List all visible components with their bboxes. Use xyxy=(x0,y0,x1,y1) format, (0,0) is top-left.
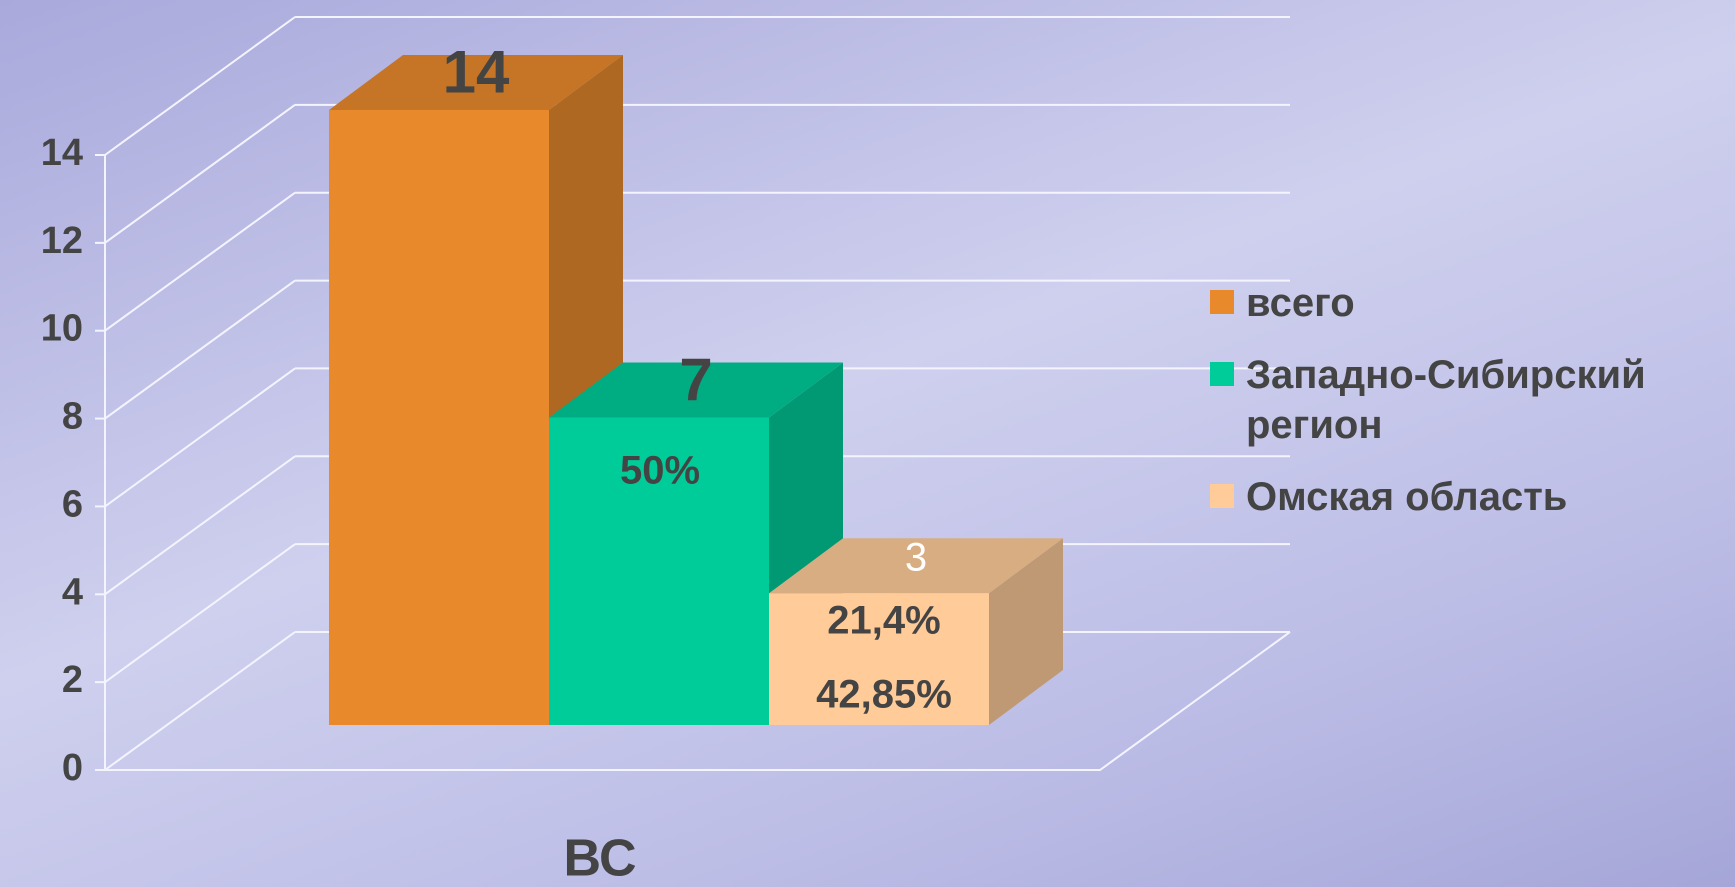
grid-line xyxy=(104,631,296,771)
bar xyxy=(329,110,549,725)
legend-swatch xyxy=(1210,362,1234,386)
data-label: 7 xyxy=(679,346,712,413)
bar-side xyxy=(989,538,1063,725)
x-tick-label: ВС xyxy=(563,830,636,887)
y-tick-label: 10 xyxy=(41,308,83,350)
bar xyxy=(769,593,989,725)
legend-swatch xyxy=(1210,484,1234,508)
annotation: 50% xyxy=(620,449,700,493)
data-label: 14 xyxy=(443,38,510,105)
legend-label: Западно-Сибирский регион xyxy=(1246,353,1646,447)
grid-line xyxy=(104,191,296,332)
legend-label: всего xyxy=(1246,281,1355,325)
grid-line xyxy=(104,543,296,683)
y-tick-label: 12 xyxy=(41,220,83,262)
bar xyxy=(549,417,769,725)
y-tick-label: 8 xyxy=(62,396,83,438)
bar-top xyxy=(329,55,623,110)
grid-line xyxy=(104,279,296,420)
annotation: 42,85% xyxy=(816,673,952,717)
y-tick-label: 6 xyxy=(62,483,83,525)
legend-item: Западно-Сибирский регион xyxy=(1210,350,1730,450)
bar-top xyxy=(769,538,1063,594)
y-tick-label: 14 xyxy=(41,132,83,174)
grid-line xyxy=(104,16,296,156)
y-tick-label: 4 xyxy=(62,571,83,613)
y-tick-label: 0 xyxy=(62,747,83,789)
grid-line xyxy=(104,104,296,244)
grid-line xyxy=(104,367,296,508)
legend-label: Омская область xyxy=(1246,475,1568,519)
legend-swatch xyxy=(1210,290,1234,314)
y-tick-label: 2 xyxy=(62,659,83,701)
data-label: 3 xyxy=(905,535,927,579)
bar-top xyxy=(549,362,843,418)
legend-item: всего xyxy=(1210,278,1730,328)
legend-item: Омская область xyxy=(1210,472,1730,522)
annotation: 21,4% xyxy=(827,599,940,643)
legend: всего Западно-Сибирский регион Омская обла… xyxy=(1210,278,1730,544)
floor-line xyxy=(105,631,1291,771)
grid-line xyxy=(104,455,296,596)
